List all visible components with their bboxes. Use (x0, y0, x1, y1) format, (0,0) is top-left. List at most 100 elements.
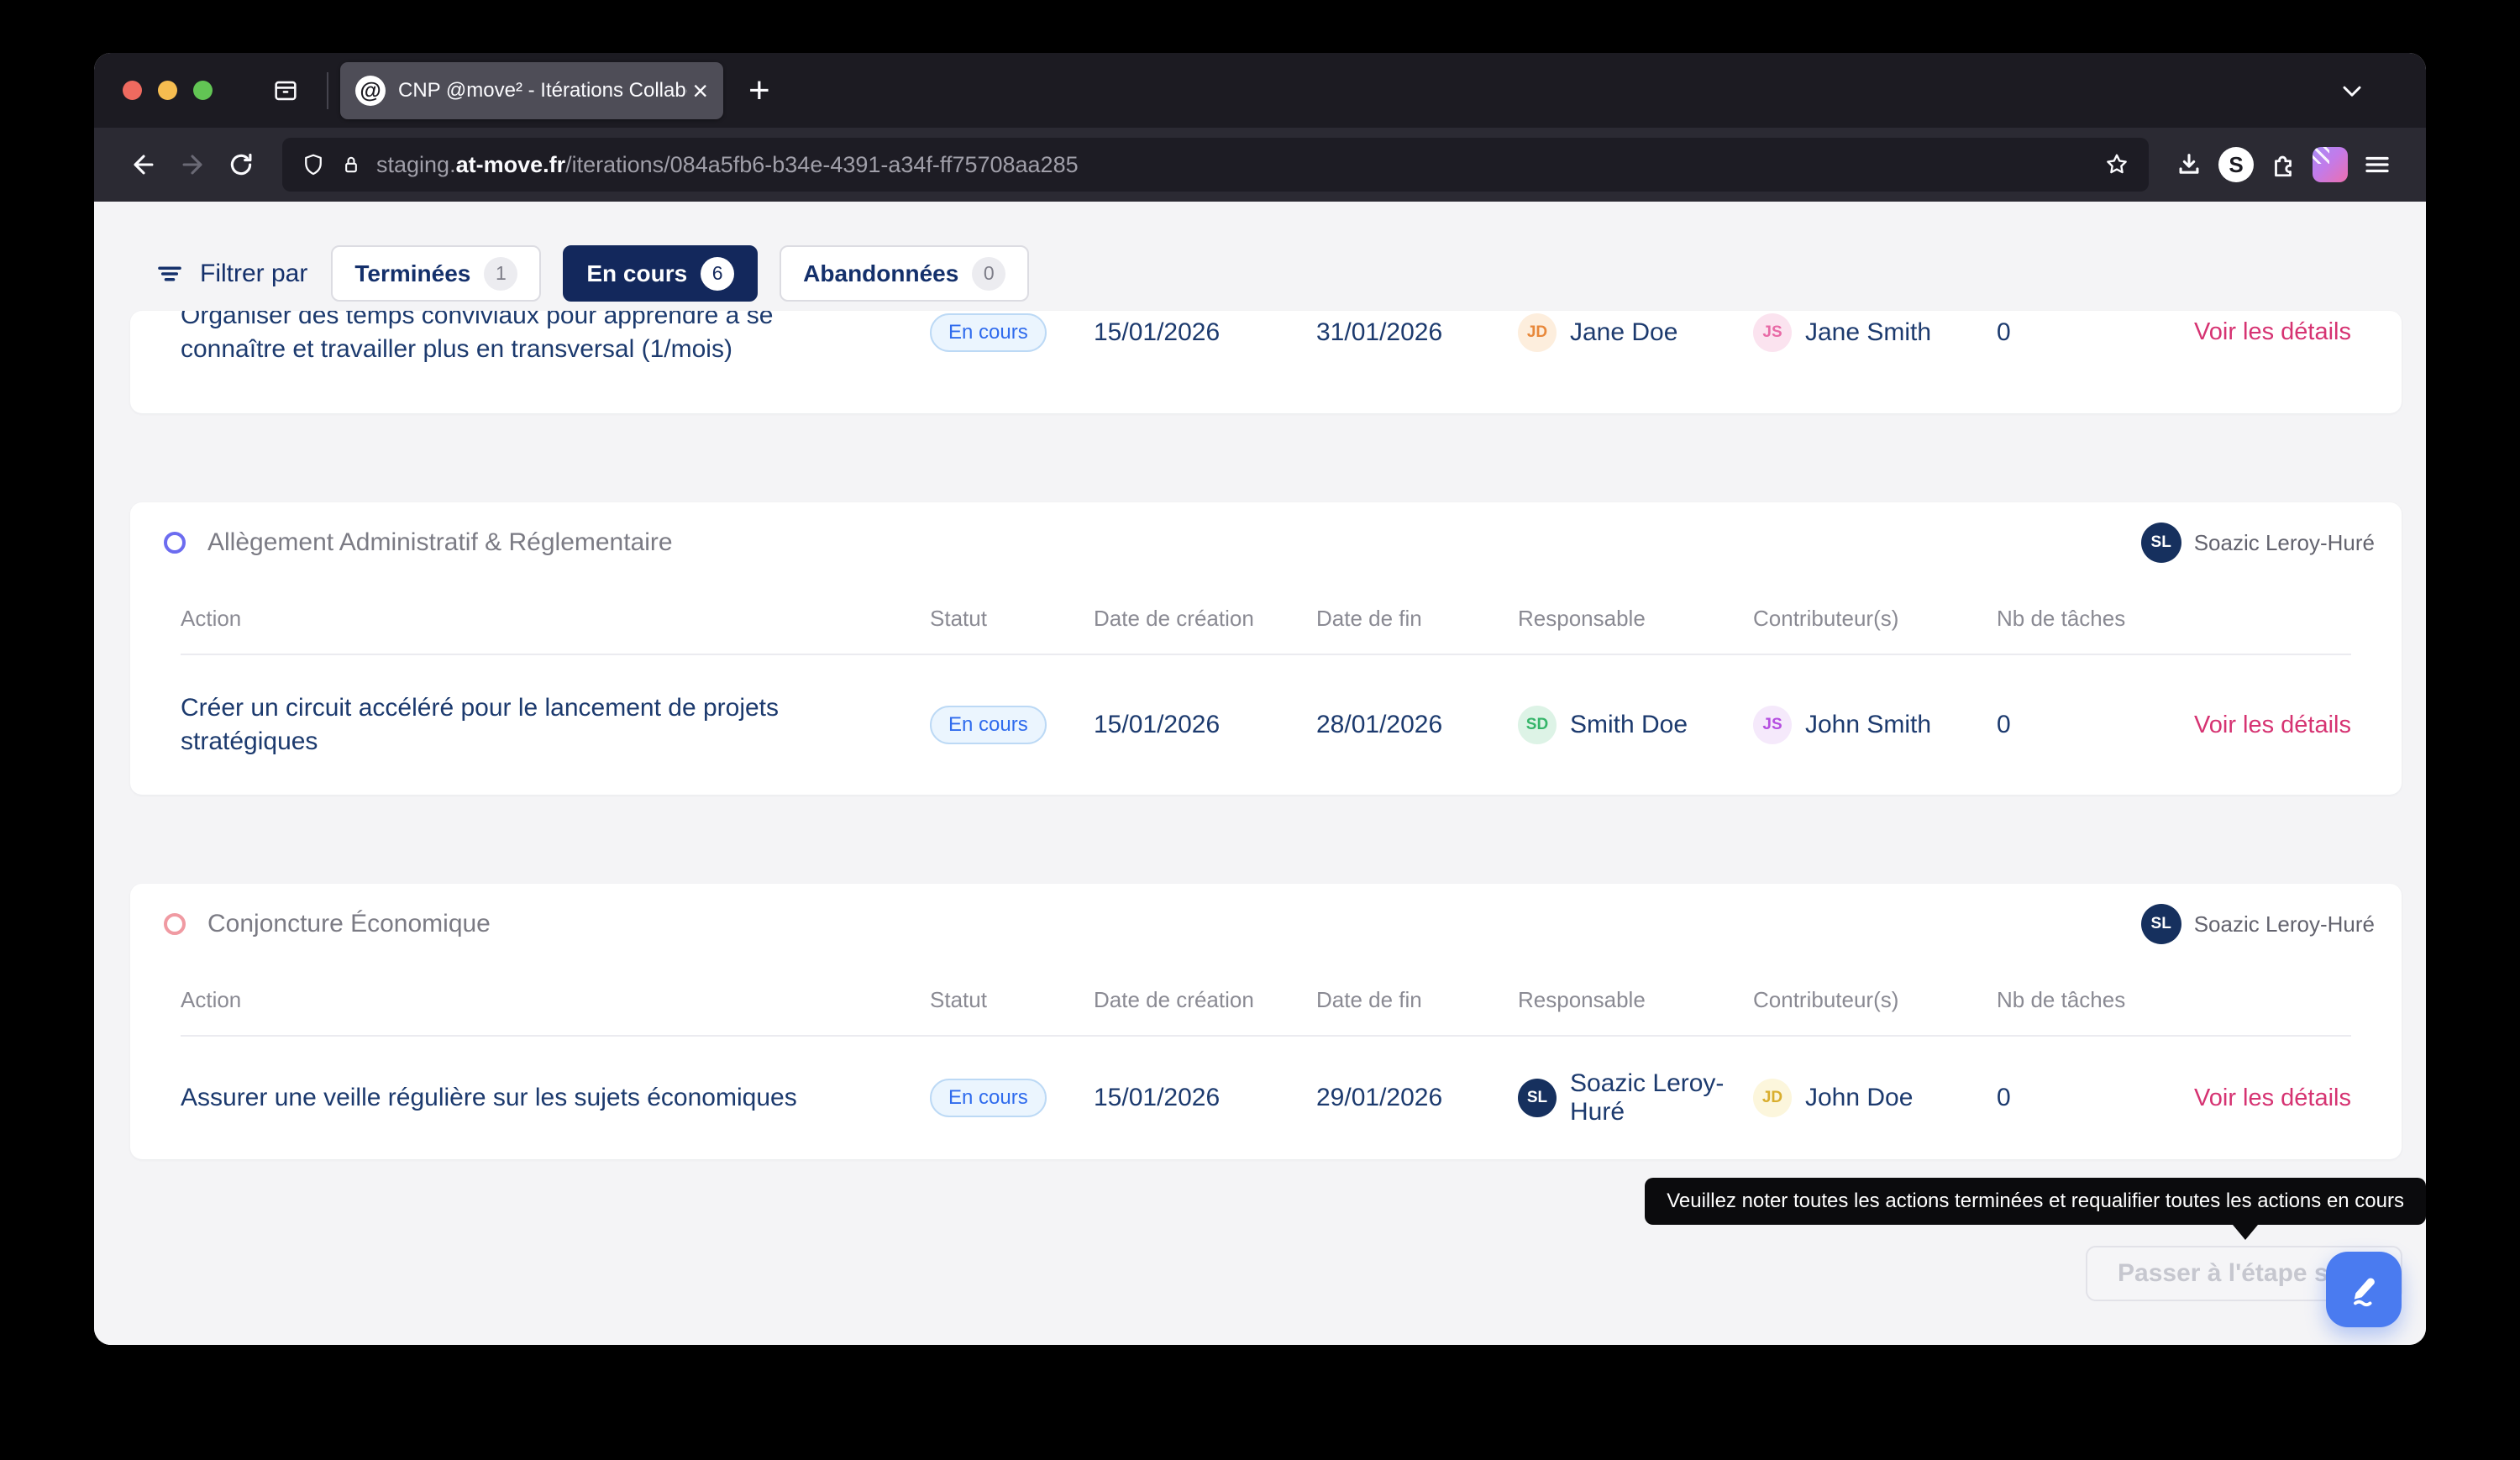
table-row: Créer un circuit accéléré pour le lancem… (130, 655, 2402, 795)
table-header-row: Action Statut Date de création Date de f… (130, 583, 2402, 654)
status-badge: En cours (930, 312, 1047, 352)
axis-owner: SL Soazic Leroy-Huré (2140, 523, 2375, 563)
col-header-action: Action (181, 986, 242, 1012)
view-details-link[interactable]: Voir les détails (2194, 318, 2351, 345)
tab-separator (327, 71, 328, 109)
extensions-puzzle-icon[interactable] (2260, 141, 2307, 188)
end-date: 28/01/2026 (1316, 711, 1443, 738)
axis-row: Allègement Administratif & Réglementaire… (130, 502, 2402, 583)
window-controls (123, 81, 213, 100)
extension-s-glyph: S (2218, 147, 2254, 182)
col-header-tasks: Nb de tâches (1997, 986, 2126, 1012)
col-header-owner: Responsable (1518, 605, 1646, 631)
created-date: 15/01/2026 (1094, 1084, 1221, 1111)
created-date: 15/01/2026 (1094, 711, 1221, 738)
col-header-end: Date de fin (1316, 986, 1422, 1012)
chip-label: Abandonnées (803, 260, 959, 286)
reload-icon[interactable] (217, 140, 265, 189)
extension-p-icon[interactable] (2307, 141, 2354, 188)
axis-card-simplification: Allègement Administratif & Réglementaire… (130, 502, 2402, 795)
action-text: Créer un circuit accéléré pour le lancem… (181, 694, 780, 755)
sidebar-toggle-icon[interactable] (271, 76, 300, 105)
status-badge: En cours (930, 706, 1047, 744)
forward-icon[interactable] (168, 140, 217, 189)
end-date: 29/01/2026 (1316, 1084, 1443, 1111)
responsable-name: Soazic Leroy-Huré (1570, 1069, 1725, 1126)
minimize-window-button[interactable] (158, 81, 177, 100)
browser-tab[interactable]: @ CNP @move² - Itérations Collabo × (340, 61, 723, 119)
avatar: JS (1753, 706, 1792, 744)
filter-chip-abandonnees[interactable]: Abandonnées 0 (780, 245, 1030, 302)
avatar: JS (1753, 312, 1792, 352)
view-details-link[interactable]: Voir les détails (2194, 1084, 2351, 1111)
col-header-created: Date de création (1094, 986, 1254, 1012)
responsable-cell: JD Jane Doe (1518, 312, 1753, 352)
chip-label: En cours (586, 260, 688, 286)
contributor-cell: JS Jane Smith (1753, 312, 1997, 352)
chip-label: Terminées (354, 260, 471, 286)
responsable-name: Smith Doe (1570, 711, 1688, 738)
filter-chip-en-cours[interactable]: En cours 6 (563, 245, 759, 302)
col-header-tasks: Nb de tâches (1997, 605, 2126, 631)
end-date: 31/01/2026 (1316, 318, 1443, 346)
table-row: Organiser des temps conviviaux pour appr… (130, 311, 2402, 404)
tab-strip: @ CNP @move² - Itérations Collabo × + (94, 53, 2426, 128)
url-domain: at-move.fr (455, 151, 566, 177)
col-header-contributors: Contributeur(s) (1753, 605, 1899, 631)
filter-chip-terminees[interactable]: Terminées 1 (331, 245, 542, 302)
extension-s-icon[interactable]: S (2213, 141, 2260, 188)
avatar: SL (2140, 904, 2181, 944)
col-header-action: Action (181, 605, 242, 631)
view-details-link[interactable]: Voir les détails (2194, 711, 2351, 738)
axis-label: Conjoncture Économique (207, 910, 491, 937)
url-text: staging.at-move.fr/iterations/084a5fb6-b… (376, 152, 1079, 178)
new-tab-button[interactable]: + (748, 69, 770, 111)
axis-circle-icon (164, 913, 186, 935)
created-date: 15/01/2026 (1094, 318, 1221, 346)
bookmark-star-icon[interactable] (2103, 151, 2130, 178)
axis-owner: SL Soazic Leroy-Huré (2140, 904, 2375, 944)
pen-icon (2344, 1269, 2384, 1310)
filter-icon (155, 259, 185, 289)
browser-window: @ CNP @move² - Itérations Collabo × + (94, 53, 2426, 1345)
contributor-cell: JS John Smith (1753, 706, 1997, 744)
axis-owner-name: Soazic Leroy-Huré (2193, 911, 2375, 937)
responsable-cell: SL Soazic Leroy-Huré (1518, 1069, 1753, 1127)
axis-card-conjoncture: Conjoncture Économique SL Soazic Leroy-H… (130, 884, 2402, 1159)
tooltip: Veuillez noter toutes les actions termin… (1645, 1178, 2426, 1240)
avatar: JD (1753, 1079, 1792, 1117)
avatar: SL (1518, 1079, 1557, 1117)
chip-count-badge: 1 (484, 256, 518, 291)
avatar: SD (1518, 706, 1557, 744)
table-row: Assurer une veille régulière sur les suj… (130, 1037, 2402, 1159)
col-header-created: Date de création (1094, 605, 1254, 631)
avatar: JD (1518, 312, 1557, 352)
filter-bar: Filtrer par Terminées 1 En cours 6 Aband… (155, 245, 1051, 302)
menu-hamburger-icon[interactable] (2354, 141, 2401, 188)
url-bar[interactable]: staging.at-move.fr/iterations/084a5fb6-b… (282, 138, 2149, 192)
downloads-icon[interactable] (2166, 141, 2213, 188)
edit-fab-button[interactable] (2326, 1252, 2402, 1327)
axis-owner-name: Soazic Leroy-Huré (2193, 529, 2375, 555)
filter-label: Filtrer par (200, 259, 308, 287)
col-header-status: Statut (930, 986, 987, 1012)
tasks-count: 0 (1997, 318, 2011, 346)
contributor-name: Jane Smith (1805, 318, 1932, 346)
action-text: Organiser des temps conviviaux pour appr… (181, 311, 774, 363)
tracking-shield-icon[interactable] (301, 152, 326, 177)
table-header-row: Action Statut Date de création Date de f… (130, 964, 2402, 1035)
back-icon[interactable] (119, 140, 168, 189)
close-window-button[interactable] (123, 81, 142, 100)
page-content: Filtrer par Terminées 1 En cours 6 Aband… (94, 202, 2426, 1345)
divider (181, 654, 2351, 655)
tab-list-chevron-icon[interactable] (2337, 76, 2367, 106)
tasks-count: 0 (1997, 711, 2011, 738)
action-card-clipped: Organiser des temps conviviaux pour appr… (130, 311, 2402, 413)
responsable-cell: SD Smith Doe (1518, 706, 1753, 744)
tasks-count: 0 (1997, 1084, 2011, 1111)
tab-close-icon[interactable]: × (692, 75, 708, 106)
zoom-window-button[interactable] (193, 81, 213, 100)
browser-toolbar: staging.at-move.fr/iterations/084a5fb6-b… (94, 128, 2426, 202)
contributor-name: John Doe (1805, 1084, 1914, 1111)
axis-label: Allègement Administratif & Réglementaire (207, 528, 673, 556)
